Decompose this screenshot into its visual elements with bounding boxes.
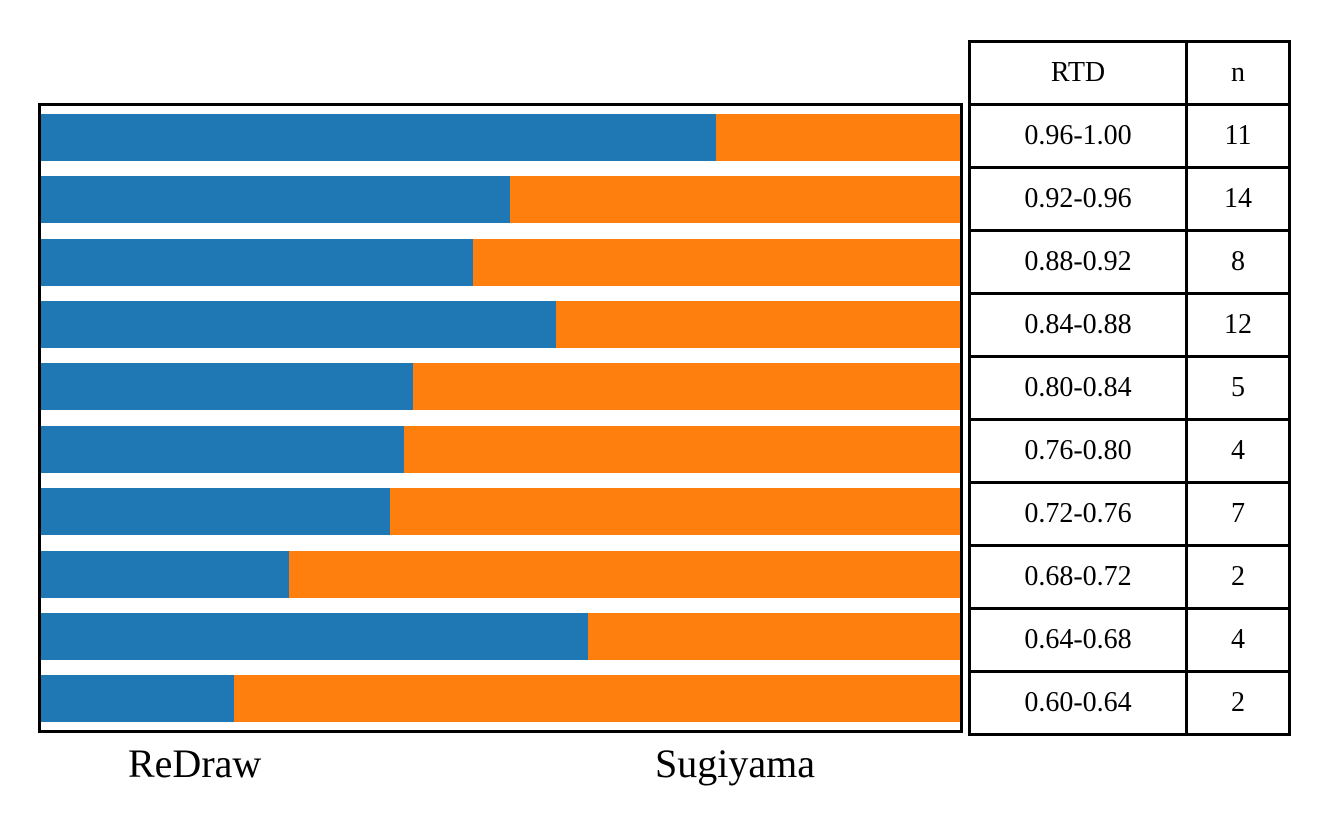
n-column-header: n [1185,40,1291,106]
stacked-bar [41,488,960,536]
stacked-bar-chart [38,103,963,733]
bar-row [41,231,960,293]
n-count-cell: 5 [1185,355,1291,421]
stacked-bar [41,550,960,598]
stacked-bar [41,113,960,161]
rtd-table-body: 0.96-1.00 11 0.92-0.96 14 0.88-0.92 8 0.84-0.8… [968,103,1291,736]
sugiyama-bar-segment [509,176,960,224]
sugiyama-bar-segment [716,113,960,161]
redraw-bar-segment [41,425,404,473]
bar-row [41,106,960,168]
table-row: 0.68-0.72 2 [968,544,1291,610]
redraw-bar-segment [41,113,717,161]
n-count-cell: 7 [1185,481,1291,547]
table-row: 0.88-0.92 8 [968,229,1291,295]
redraw-bar-segment [41,176,510,224]
rtd-range-cell: 0.92-0.96 [968,166,1188,232]
n-count-cell: 14 [1185,166,1291,232]
redraw-bar-segment [41,612,588,660]
bar-row [41,480,960,542]
bar-row [41,543,960,605]
n-count-cell: 8 [1185,229,1291,295]
n-count-cell: 12 [1185,292,1291,358]
sugiyama-bar-segment [233,675,960,723]
sugiyama-bar-segment [472,238,960,286]
sugiyama-bar-segment [413,363,960,411]
n-count-cell: 2 [1185,544,1291,610]
table-row: 0.76-0.80 4 [968,418,1291,484]
table-row: 0.60-0.64 2 [968,670,1291,736]
rtd-range-cell: 0.80-0.84 [968,355,1188,421]
rtd-range-cell: 0.64-0.68 [968,607,1188,673]
table-row: 0.72-0.76 7 [968,481,1291,547]
rtd-range-cell: 0.88-0.92 [968,229,1188,295]
n-count-cell: 11 [1185,103,1291,169]
rtd-range-cell: 0.60-0.64 [968,670,1188,736]
stacked-bar [41,300,960,348]
bar-row [41,168,960,230]
rtd-table: RTD n 0.96-1.00 11 0.92-0.96 14 0.88-0.92 8 0.… [968,40,1291,736]
redraw-bar-segment [41,675,234,723]
bar-row [41,668,960,730]
redraw-bar-segment [41,363,414,411]
sugiyama-bar-segment [555,300,960,348]
rtd-range-cell: 0.84-0.88 [968,292,1188,358]
table-row: 0.80-0.84 5 [968,355,1291,421]
rtd-range-cell: 0.68-0.72 [968,544,1188,610]
n-count-cell: 4 [1185,607,1291,673]
stacked-bar [41,363,960,411]
rtd-range-cell: 0.76-0.80 [968,418,1188,484]
sugiyama-bar-segment [587,612,960,660]
bar-row [41,356,960,418]
legend-label-redraw: ReDraw [128,741,262,786]
n-count-cell: 2 [1185,670,1291,736]
table-row: 0.96-1.00 11 [968,103,1291,169]
bar-row [41,418,960,480]
sugiyama-bar-segment [390,488,960,536]
n-count-cell: 4 [1185,418,1291,484]
table-row: 0.64-0.68 4 [968,607,1291,673]
sugiyama-bar-segment [289,550,960,598]
bar-row [41,605,960,667]
rtd-range-cell: 0.72-0.76 [968,481,1188,547]
stacked-bar [41,425,960,473]
rtd-range-cell: 0.96-1.00 [968,103,1188,169]
table-header-row: RTD n [968,40,1291,106]
table-row: 0.92-0.96 14 [968,166,1291,232]
stacked-bar [41,176,960,224]
stacked-bar [41,612,960,660]
redraw-bar-segment [41,300,556,348]
redraw-bar-segment [41,238,473,286]
redraw-bar-segment [41,488,391,536]
legend-label-sugiyama: Sugiyama [655,741,815,786]
redraw-bar-segment [41,550,290,598]
sugiyama-bar-segment [404,425,960,473]
stacked-bar [41,238,960,286]
bar-row [41,293,960,355]
stacked-bar [41,675,960,723]
rtd-column-header: RTD [968,40,1188,106]
table-row: 0.84-0.88 12 [968,292,1291,358]
